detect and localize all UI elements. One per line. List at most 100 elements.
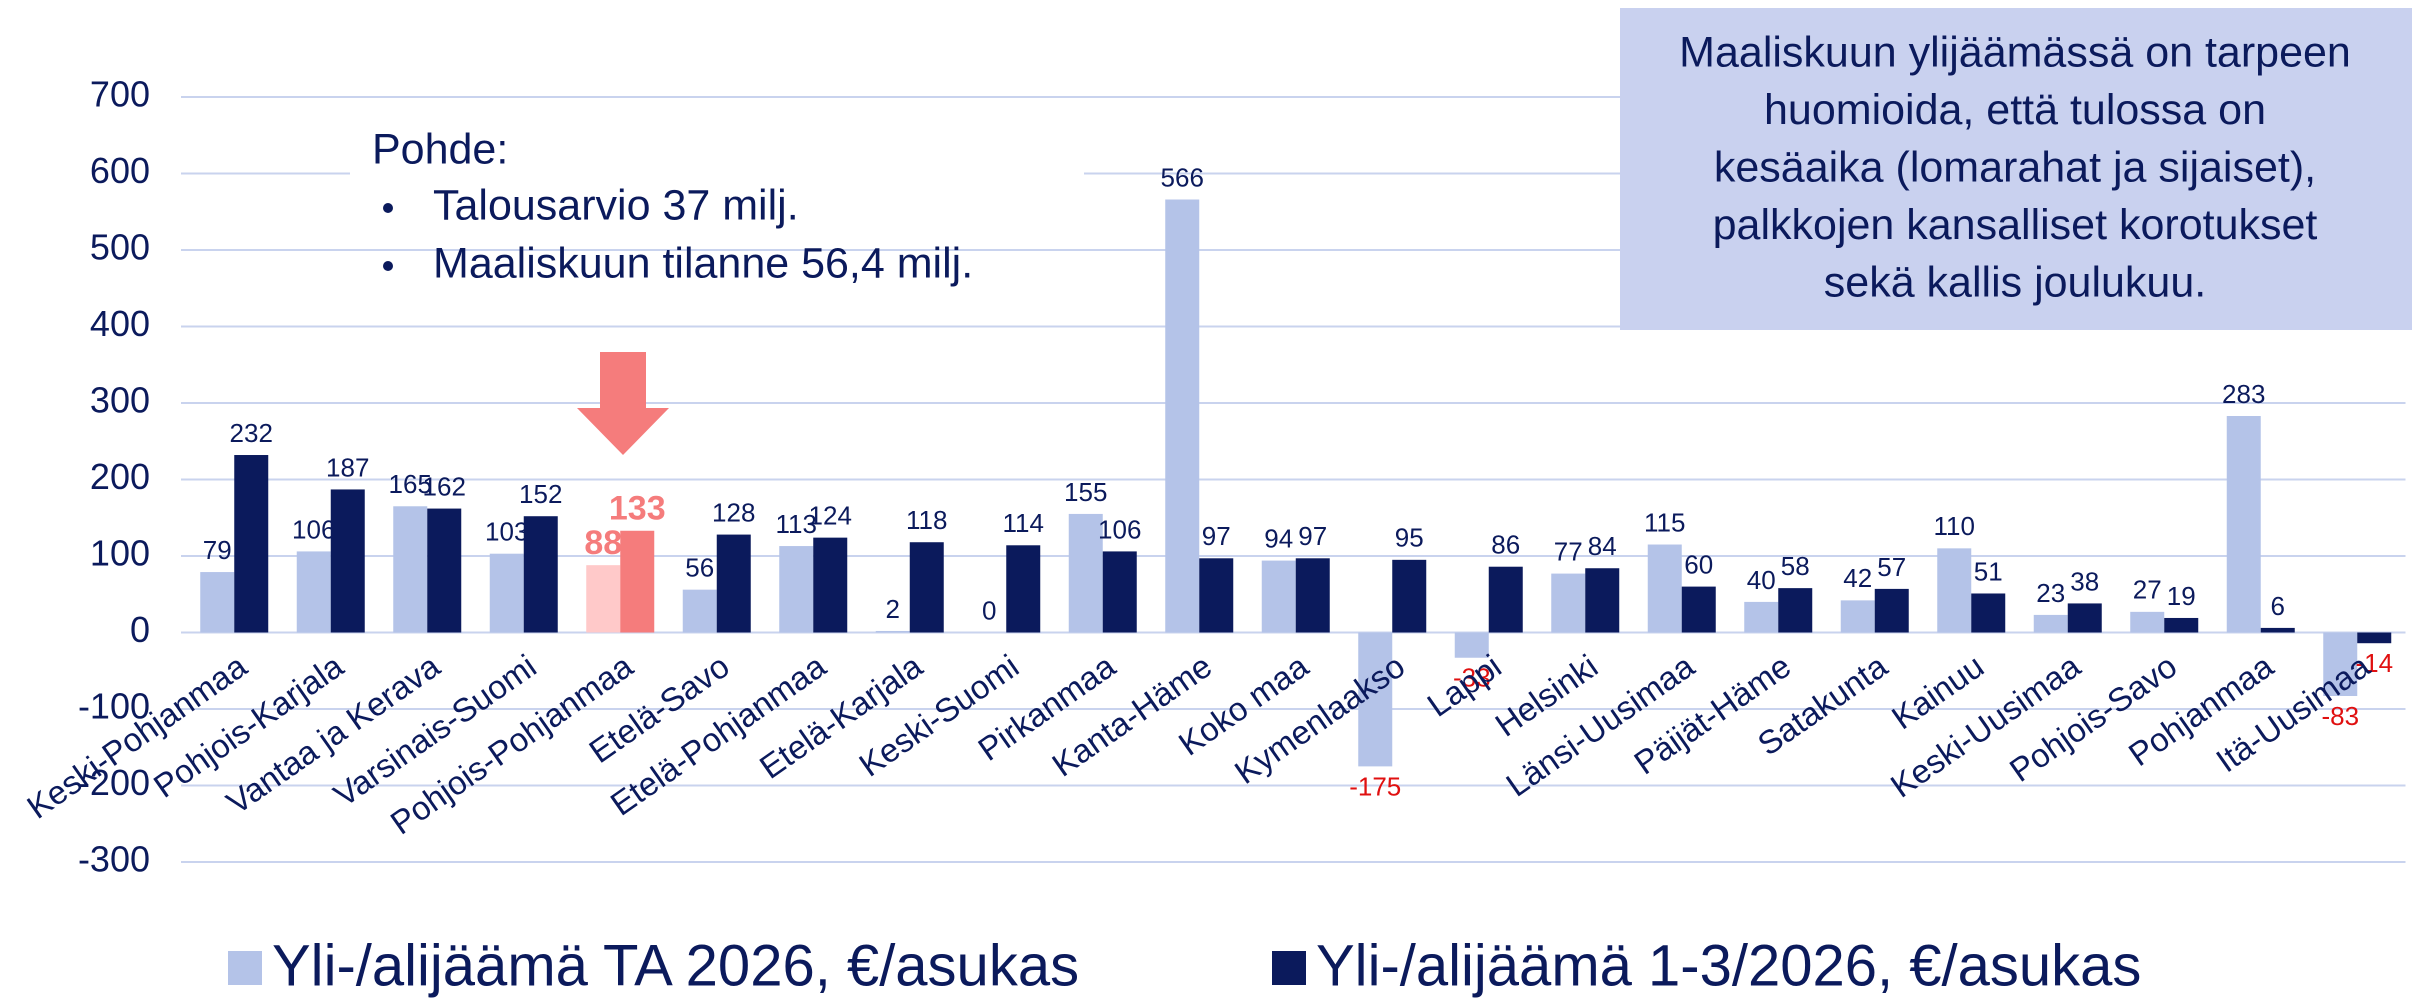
pohde-item: Talousarvio 37 milj. (433, 181, 799, 229)
bar (2067, 603, 2102, 633)
data-label: -83 (2321, 701, 2359, 731)
bar (1647, 544, 1682, 633)
data-label: 88 (584, 524, 622, 562)
bar (1006, 545, 1041, 633)
bar (716, 534, 751, 633)
bar (393, 506, 428, 633)
y-tick-label: 700 (90, 74, 150, 115)
bar (2323, 632, 2358, 696)
y-tick-label: 200 (90, 456, 150, 497)
data-label: -175 (1349, 771, 1401, 801)
y-tick-label: 0 (130, 609, 150, 650)
bar (2164, 617, 2199, 633)
data-label: 27 (2133, 575, 2162, 605)
y-tick-label: 600 (90, 150, 150, 191)
legend-swatch (228, 951, 262, 985)
bar (813, 537, 848, 633)
pohde-title: Pohde: (372, 125, 508, 173)
x-tick-label: Etelä-Karjala (753, 647, 930, 786)
bullet (383, 261, 393, 271)
y-tick-label: -100 (78, 686, 150, 727)
bar (682, 589, 717, 633)
bar (1840, 600, 1875, 633)
data-label: 0 (982, 595, 996, 625)
data-label: 57 (1877, 552, 1906, 582)
bar (1358, 632, 1393, 767)
data-label: 155 (1064, 477, 1107, 507)
data-label: 42 (1843, 563, 1872, 593)
bar (2130, 611, 2165, 633)
data-label: 152 (519, 479, 562, 509)
bar (1295, 558, 1330, 633)
y-tick-label: 400 (90, 303, 150, 344)
y-tick-label: 300 (90, 380, 150, 421)
bar (1585, 568, 1620, 633)
y-tick-label: -200 (78, 762, 150, 803)
data-label: 40 (1747, 565, 1776, 595)
data-label: 124 (809, 501, 852, 531)
bar (2260, 627, 2295, 633)
legend-swatch (1272, 951, 1306, 985)
pohde-item: Maaliskuun tilanne 56,4 milj. (433, 239, 973, 287)
data-label: 79 (203, 535, 232, 565)
bar (234, 455, 269, 633)
y-tick-label: 500 (90, 227, 150, 268)
pohde-box (350, 123, 1084, 248)
data-label: 187 (326, 452, 369, 482)
data-label: 97 (1202, 521, 1231, 551)
data-label: 106 (1098, 514, 1141, 544)
data-label: 113 (776, 509, 817, 539)
bar (586, 565, 621, 633)
data-label: 106 (292, 514, 335, 544)
data-label: 38 (2070, 566, 2099, 596)
bar (489, 553, 524, 633)
y-tick-label: -300 (78, 839, 150, 880)
data-label: 86 (1491, 530, 1520, 560)
data-label: 95 (1395, 523, 1424, 553)
data-label: 23 (2036, 578, 2065, 608)
bar (909, 542, 944, 633)
data-label: 118 (906, 505, 947, 535)
data-label: -33 (1453, 663, 1491, 693)
data-label: -14 (2355, 648, 2393, 678)
y-tick-label: 100 (90, 533, 150, 574)
bar (1681, 586, 1716, 633)
bar (1744, 601, 1779, 633)
data-label: 283 (2222, 379, 2265, 409)
legend-label: Yli-/alijäämä 1-3/2026, €/asukas (1316, 933, 2141, 998)
bar (296, 551, 331, 633)
data-label: 128 (712, 497, 755, 527)
bar (1778, 588, 1813, 633)
data-label: 56 (685, 553, 714, 583)
bar (1392, 559, 1427, 633)
bar (1261, 560, 1296, 633)
note-line: Maaliskuun ylijäämässä on tarpeen (1679, 28, 2351, 76)
bar (1068, 513, 1103, 633)
data-label: 58 (1781, 551, 1810, 581)
bar (1551, 573, 1586, 633)
data-label: 97 (1298, 521, 1327, 551)
data-label: 114 (1003, 508, 1044, 538)
data-label: 51 (1974, 556, 2003, 586)
bar (2357, 632, 2392, 644)
data-label: 162 (423, 471, 466, 501)
note-box (1620, 8, 2412, 330)
note-line: huomioida, että tulossa on (1764, 86, 2266, 134)
bar (1165, 199, 1200, 633)
bar (523, 516, 558, 633)
data-label: 19 (2167, 581, 2196, 611)
data-label: 133 (609, 490, 666, 528)
bullet (383, 203, 393, 213)
data-label: 77 (1554, 536, 1583, 566)
bar (2033, 614, 2068, 633)
bar (779, 546, 814, 633)
data-label: 94 (1264, 523, 1293, 553)
data-label: 566 (1161, 162, 1204, 192)
bar (620, 530, 655, 633)
bar (1488, 566, 1523, 633)
data-label: 165 (389, 469, 432, 499)
data-label: 60 (1684, 549, 1713, 579)
data-label: 103 (485, 517, 528, 547)
bar (1454, 632, 1489, 658)
bar (875, 630, 910, 633)
